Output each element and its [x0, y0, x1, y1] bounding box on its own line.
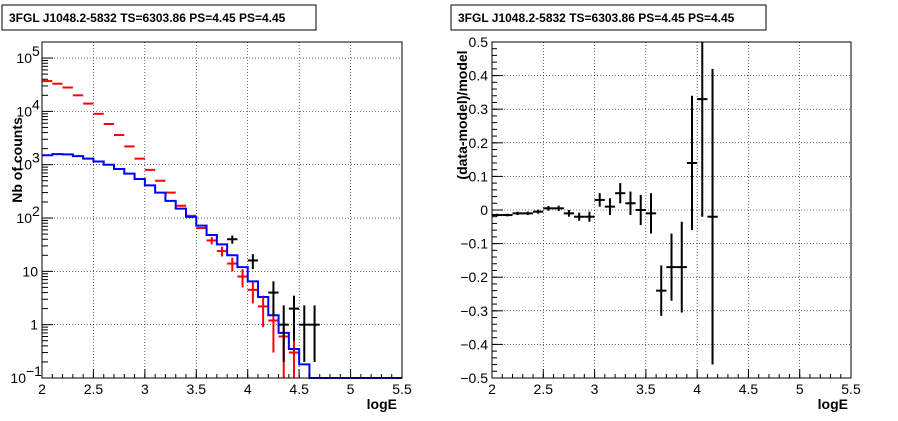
y-tick-label: −0.4 [460, 336, 488, 352]
counts-plot-area [42, 80, 402, 379]
x-tick-label: 4.5 [739, 381, 759, 397]
y-tick-exponent: 2 [32, 203, 40, 219]
y-tick-label: −0.1 [460, 236, 488, 252]
x-tick-label: 3 [591, 381, 599, 397]
counts-chart-title: 3FGL J1048.2-5832 TS=6303.86 PS=4.45 PS=… [9, 11, 286, 25]
y-tick-label: 10 [16, 50, 32, 66]
y-tick-exponent: −1 [26, 363, 42, 379]
y-tick-label: 0.4 [469, 68, 489, 84]
counts-y-axis-title: Nb of counts [9, 117, 25, 203]
y-tick-label: −0.2 [460, 269, 488, 285]
counts-title-box [1, 4, 317, 31]
residual-chart-title: 3FGL J1048.2-5832 TS=6303.86 PS=4.45 PS=… [458, 11, 735, 25]
residual-plot-frame [491, 41, 852, 379]
x-tick-label: 2 [38, 381, 46, 397]
residual-panel: 2 2.5 3 3.5 4 4.5 5 5.5 −0.5 −0.4 −0.3 −0.2 −0.1 0 0.1… [450, 4, 861, 412]
residual-plot-area [492, 42, 718, 365]
x-tick-label: 2.5 [534, 381, 554, 397]
x-tick-label: 5.5 [841, 381, 861, 397]
x-tick-label: 4 [244, 381, 252, 397]
x-tick-label: 2 [488, 381, 496, 397]
x-tick-label: 3.5 [636, 381, 656, 397]
y-tick-label: −0.3 [460, 303, 488, 319]
y-tick-label: −0.5 [460, 370, 488, 386]
residual-axes: 2 2.5 3 3.5 4 4.5 5 5.5 −0.5 −0.4 −0.3 −0.2 −0.1 0 0.1… [460, 34, 861, 397]
y-tick-exponent: 5 [32, 43, 40, 59]
residual-title-box [450, 4, 767, 31]
x-tick-label: 3 [141, 381, 149, 397]
y-tick-label: 10 [16, 157, 32, 173]
counts-plot-frame [41, 41, 403, 379]
y-tick-label: 10 [16, 103, 32, 119]
y-tick-label: 0.2 [469, 135, 489, 151]
residual-grid [492, 42, 851, 378]
x-tick-label: 2.5 [84, 381, 104, 397]
x-tick-label: 5 [347, 381, 355, 397]
y-tick-label: 10 [10, 370, 26, 386]
y-tick-label: 0.1 [469, 168, 489, 184]
y-tick-exponent: 4 [32, 96, 40, 112]
y-tick-label: 0.5 [469, 34, 489, 50]
y-tick-label: 1 [30, 317, 38, 333]
x-tick-label: 4.5 [289, 381, 309, 397]
y-tick-label: 0.3 [469, 101, 489, 117]
counts-grid [42, 42, 402, 378]
y-tick-label: 10 [16, 210, 32, 226]
residual-y-axis-title: (data-model)/model [454, 50, 470, 179]
x-tick-label: 3.5 [187, 381, 207, 397]
x-tick-label: 5 [796, 381, 804, 397]
y-tick-label: 10 [22, 263, 38, 279]
model-source-step-line [42, 153, 402, 379]
y-tick-label: 0 [480, 202, 488, 218]
y-tick-exponent: 3 [32, 150, 40, 166]
residual-x-axis-title: logE [818, 396, 848, 412]
x-tick-label: 5.5 [392, 381, 412, 397]
counts-x-axis-title: logE [367, 396, 397, 412]
x-tick-label: 4 [693, 381, 701, 397]
